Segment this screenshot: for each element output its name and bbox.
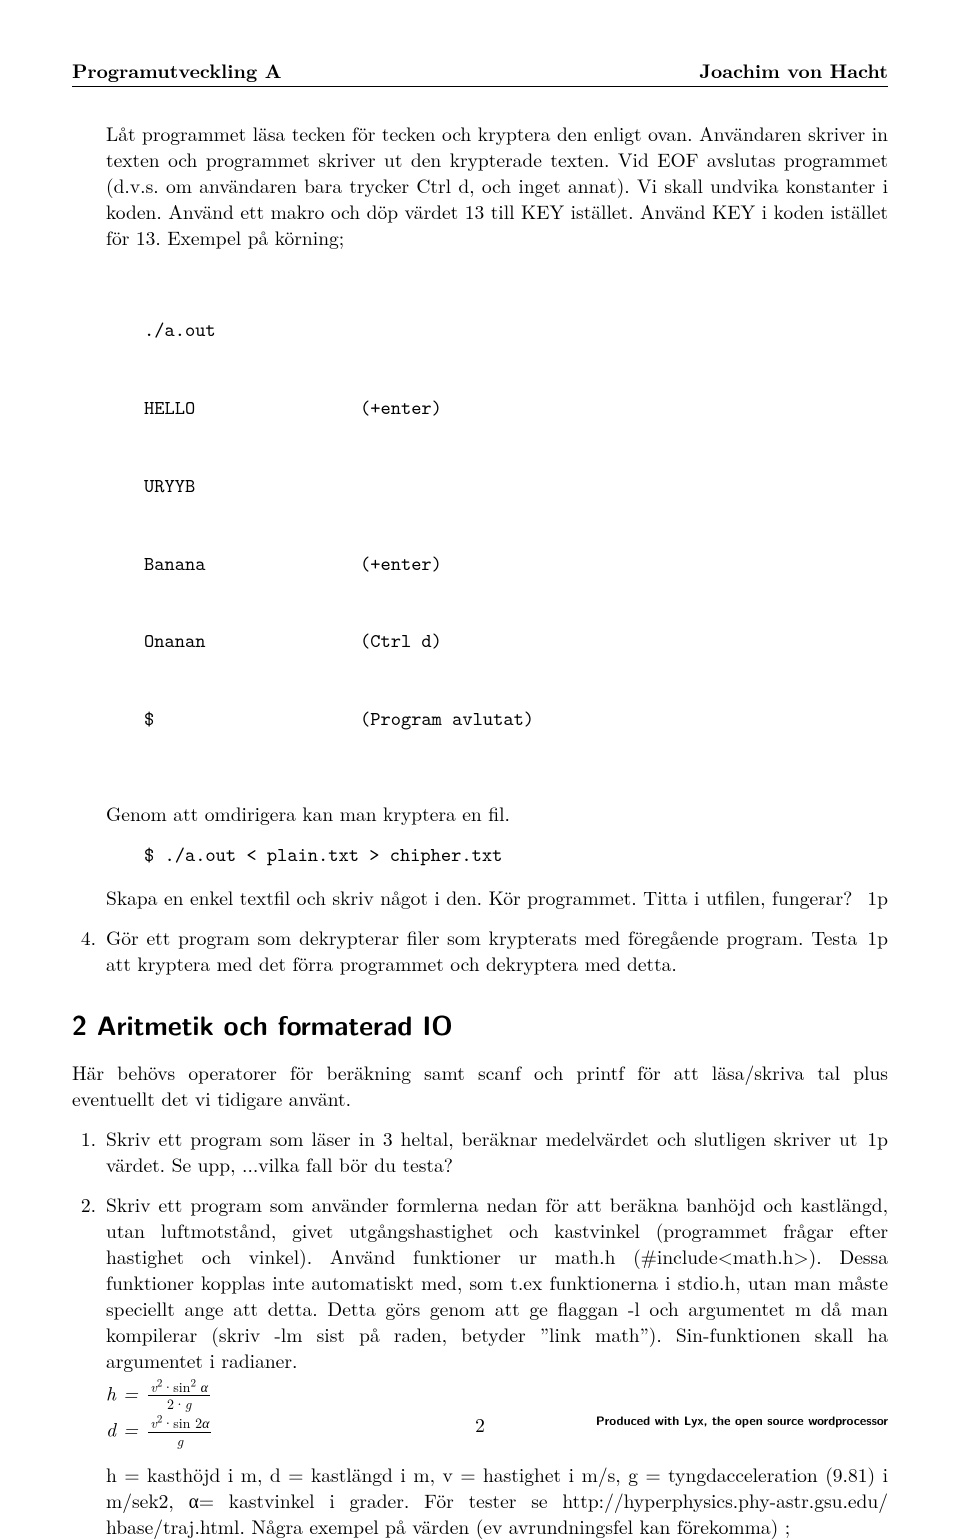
item3-paragraph2: Genom att omdirigera kan man kryptera en…: [106, 801, 888, 827]
item-number: 1.: [72, 1126, 106, 1178]
item3-code-block1: ./a.out HELLO (+enter) URYYB Banana (+en…: [144, 267, 888, 785]
formula-h: h = v2·sin2 α 2·g: [106, 1380, 888, 1412]
section-2-heading: 2 Aritmetik och formaterad IO: [72, 1007, 888, 1043]
list-item-2-2: 2. Skriv ett program som använder formle…: [72, 1192, 888, 1540]
fraction-denominator: 2·g: [148, 1396, 210, 1412]
s2-item1-text: Skriv ett program som läser in 3 heltal,…: [106, 1124, 857, 1178]
item-number: 2.: [72, 1192, 106, 1540]
points-badge: 1p: [867, 925, 888, 951]
code-col1: HELLO: [144, 396, 360, 422]
footer-credit: Produced with Lyx, the open source wordp…: [596, 1412, 888, 1429]
header-left: Programutveckling A: [72, 58, 282, 84]
s2-item2-text: Skriv ett program som använder formlerna…: [106, 1190, 888, 1374]
code-col1: Banana: [144, 552, 360, 578]
code-line: Onanan (Ctrl d): [144, 629, 888, 655]
page-number: 2: [475, 1412, 485, 1438]
code-col2: (+enter): [360, 396, 442, 422]
code-col1: $: [144, 707, 360, 733]
item4-text: Gör ett program som dekrypterar filer so…: [106, 923, 857, 977]
code-line: Banana (+enter): [144, 552, 888, 578]
fraction: v2·sin2 α 2·g: [148, 1380, 210, 1412]
code-col2: (Ctrl d): [360, 629, 442, 655]
code-line: URYYB: [144, 474, 888, 500]
item-number: 4.: [72, 925, 106, 977]
code-line: ./a.out: [144, 318, 888, 344]
item3-para3-text: Skapa en enkel textfil och skriv något i…: [106, 883, 852, 911]
item3-paragraph1: Låt programmet läsa tecken för tecken oc…: [106, 121, 888, 251]
section-2-intro: Här behövs operatorer för beräkning samt…: [72, 1060, 888, 1112]
points-badge: 1p: [867, 885, 888, 911]
item3-code-block2: $ ./a.out < plain.txt > chipher.txt: [144, 843, 888, 869]
item-text: Skriv ett program som använder formlerna…: [106, 1192, 888, 1540]
code-col1: Onanan: [144, 629, 360, 655]
code-col2: (+enter): [360, 552, 442, 578]
code-col1: URYYB: [144, 474, 360, 500]
header-rule: [72, 86, 888, 87]
item3-paragraph3: 1p Skapa en enkel textfil och skriv någo…: [106, 885, 888, 911]
formula-h-lhs: h =: [106, 1378, 138, 1406]
fraction-denominator: g: [148, 1433, 211, 1449]
header-right: Joachim von Hacht: [699, 58, 888, 84]
code-col2: (Program avlutat): [360, 707, 534, 733]
s2-item2-legend: h = kasthöjd i m, d = kastlängd i m, v =…: [106, 1462, 888, 1540]
code-line: HELLO (+enter): [144, 396, 888, 422]
item-text: 1p Skriv ett program som läser in 3 helt…: [106, 1126, 888, 1178]
list-item-4: 4. 1p Gör ett program som dekrypterar fi…: [72, 925, 888, 977]
points-badge: 1p: [867, 1126, 888, 1152]
code-line: $ (Program avlutat): [144, 707, 888, 733]
list-item-2-1: 1. 1p Skriv ett program som läser in 3 h…: [72, 1126, 888, 1178]
item-text: 1p Gör ett program som dekrypterar filer…: [106, 925, 888, 977]
